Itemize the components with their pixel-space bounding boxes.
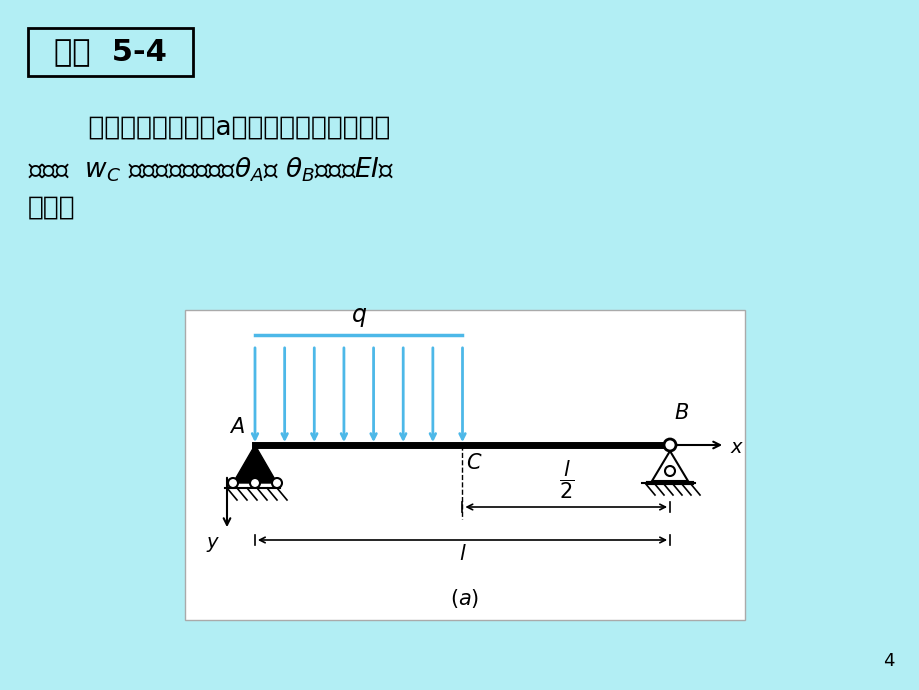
FancyBboxPatch shape xyxy=(28,28,193,76)
Text: 的挠度  $w_C$ 和两端截面的转角$\theta_A$及 $\theta_B$。已知$EI$为: 的挠度 $w_C$ 和两端截面的转角$\theta_A$及 $\theta_B$… xyxy=(28,155,394,184)
Text: 例题  5-4: 例题 5-4 xyxy=(54,37,166,66)
Circle shape xyxy=(228,478,238,488)
Circle shape xyxy=(664,439,675,451)
Text: $(a)$: $(a)$ xyxy=(450,586,479,609)
Text: $x$: $x$ xyxy=(729,437,743,457)
Text: $q$: $q$ xyxy=(350,305,367,329)
Text: $C$: $C$ xyxy=(466,453,482,473)
Polygon shape xyxy=(652,451,687,481)
FancyBboxPatch shape xyxy=(185,310,744,620)
Text: $B$: $B$ xyxy=(674,403,688,423)
Circle shape xyxy=(250,478,260,488)
Text: 试按叠加原理求图a所示简支梁的跨中截面: 试按叠加原理求图a所示简支梁的跨中截面 xyxy=(55,115,390,141)
Text: 常量。: 常量。 xyxy=(28,195,75,221)
Text: $A$: $A$ xyxy=(229,417,244,437)
Circle shape xyxy=(664,466,675,476)
Polygon shape xyxy=(233,445,277,483)
Text: $y$: $y$ xyxy=(206,535,220,554)
Text: 4: 4 xyxy=(882,652,894,670)
Text: $\dfrac{l}{2}$: $\dfrac{l}{2}$ xyxy=(558,458,573,501)
Circle shape xyxy=(272,478,282,488)
Text: $l$: $l$ xyxy=(459,544,466,564)
